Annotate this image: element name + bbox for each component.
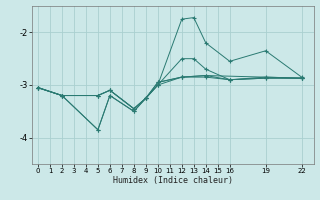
- X-axis label: Humidex (Indice chaleur): Humidex (Indice chaleur): [113, 176, 233, 185]
